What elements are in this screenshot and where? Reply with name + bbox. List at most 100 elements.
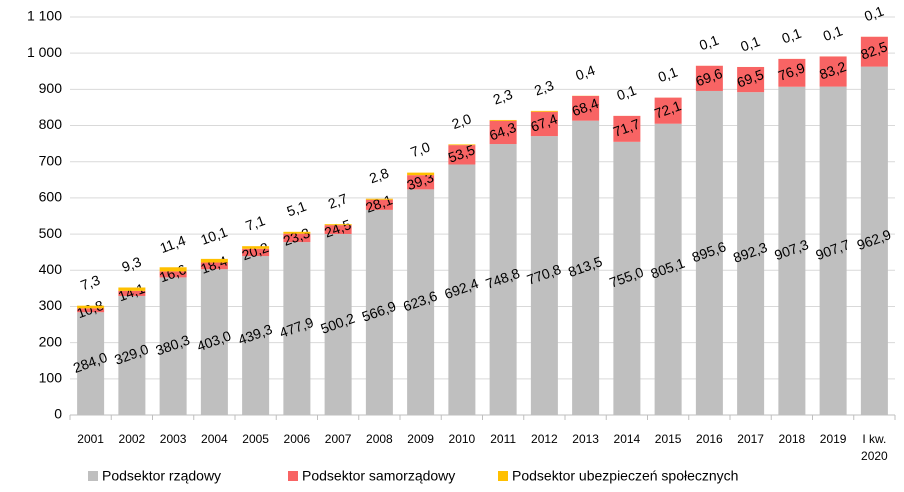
bar-segment (77, 305, 105, 309)
data-label: 11,4 (158, 232, 188, 256)
data-label: 5,1 (285, 198, 309, 220)
bar-segment (489, 144, 517, 415)
bar-segment (448, 145, 476, 165)
data-label: 7,0 (408, 138, 432, 160)
bar-segment (489, 120, 517, 145)
data-label: 0,1 (862, 3, 886, 25)
bar-segment (159, 267, 187, 272)
y-tick-label: 600 (39, 189, 63, 205)
x-tick-label: 2008 (366, 432, 393, 446)
x-tick-label: 2009 (407, 432, 434, 446)
bar-segment (489, 119, 517, 121)
legend-label: Podsektor rządowy (102, 468, 221, 484)
bar-segment (572, 95, 600, 121)
y-tick-label: 200 (39, 333, 63, 349)
x-tick-label: 2002 (118, 432, 146, 446)
x-tick-label: 2007 (324, 432, 352, 446)
bar-segment (118, 295, 146, 415)
bar-segment (324, 234, 352, 415)
bar-segment (242, 248, 270, 257)
bar-segment (118, 290, 146, 296)
data-label: 0,1 (780, 25, 804, 47)
bar-segment (448, 144, 476, 146)
y-tick-label: 500 (39, 225, 63, 241)
bar-segment (77, 312, 105, 415)
data-label: 7,1 (243, 212, 267, 234)
bar-segment (200, 269, 228, 415)
bar-segment (737, 67, 765, 93)
bar-segment (365, 198, 393, 200)
y-tick-label: 300 (39, 297, 63, 313)
bar-segment (778, 86, 806, 416)
y-tick-label: 700 (39, 152, 63, 168)
bar-segment (324, 225, 352, 235)
bar-segment (530, 111, 558, 137)
bar-segment (530, 110, 558, 112)
bar-segment (695, 90, 723, 416)
bar-segment (407, 175, 435, 190)
y-tick-label: 800 (39, 116, 63, 132)
bar-segment (200, 262, 228, 270)
y-tick-label: 400 (39, 261, 63, 277)
bar-segment (860, 36, 888, 67)
bar-segment (737, 92, 765, 416)
x-tick-label: 2019 (819, 432, 847, 446)
x-tick-label: 2001 (77, 432, 104, 446)
bar-segment (283, 231, 311, 234)
bar-segment (819, 86, 847, 415)
x-tick-label: 2016 (696, 432, 723, 446)
bar-segment (200, 258, 228, 263)
data-label: 0,1 (821, 22, 845, 44)
bar-segment (77, 308, 105, 313)
data-label: 10,1 (198, 223, 229, 247)
data-label: 2,3 (532, 77, 556, 99)
bar-segment (407, 189, 435, 415)
bar-segment (654, 97, 682, 124)
x-tick-label: 2011 (490, 432, 517, 446)
x-tick-label: 2004 (201, 432, 228, 446)
x-tick-label: 2003 (159, 432, 187, 446)
legend-label: Podsektor samorządowy (302, 468, 455, 484)
bar-segment (365, 199, 393, 210)
bar-segment (530, 136, 558, 416)
legend-swatch (288, 471, 298, 481)
bar-segment (159, 271, 187, 278)
x-tick-label: I kw. 2020 (861, 432, 888, 463)
x-tick-label: 2012 (531, 432, 558, 446)
legend-swatch (498, 471, 508, 481)
bar-segment (324, 224, 352, 226)
bar-segment (365, 209, 393, 415)
y-tick-label: 0 (54, 406, 62, 422)
bar-segment (572, 120, 600, 415)
bar-segment (819, 56, 847, 87)
data-label: 2,7 (326, 190, 350, 212)
x-tick-label: 2014 (613, 432, 641, 446)
bar-segment (118, 287, 146, 291)
bar-segment (695, 65, 723, 91)
bar-segment (613, 141, 641, 415)
x-tick-label: 2006 (283, 432, 311, 446)
bar-segment (407, 172, 435, 176)
bar-segment (242, 246, 270, 249)
x-tick-label: 2018 (778, 432, 806, 446)
bar-segment (283, 233, 311, 243)
bar-segment (448, 164, 476, 415)
bar-segment (159, 277, 187, 415)
bar-segment (242, 256, 270, 415)
data-label: 7,3 (78, 272, 102, 294)
y-tick-label: 1 000 (27, 44, 62, 60)
bar-segment (654, 123, 682, 415)
bar-segment (860, 66, 888, 415)
x-tick-label: 2017 (737, 432, 764, 446)
x-tick-label: 2015 (654, 432, 682, 446)
bar-segment (778, 58, 806, 87)
data-label: 9,3 (120, 253, 144, 275)
bar-segment (283, 242, 311, 415)
data-label: 0,1 (697, 32, 721, 54)
x-tick-label: 2005 (242, 432, 269, 446)
data-label: 2,3 (491, 86, 515, 108)
y-tick-label: 900 (39, 80, 63, 96)
x-tick-label: 2013 (572, 432, 599, 446)
bar-segment (613, 115, 641, 142)
